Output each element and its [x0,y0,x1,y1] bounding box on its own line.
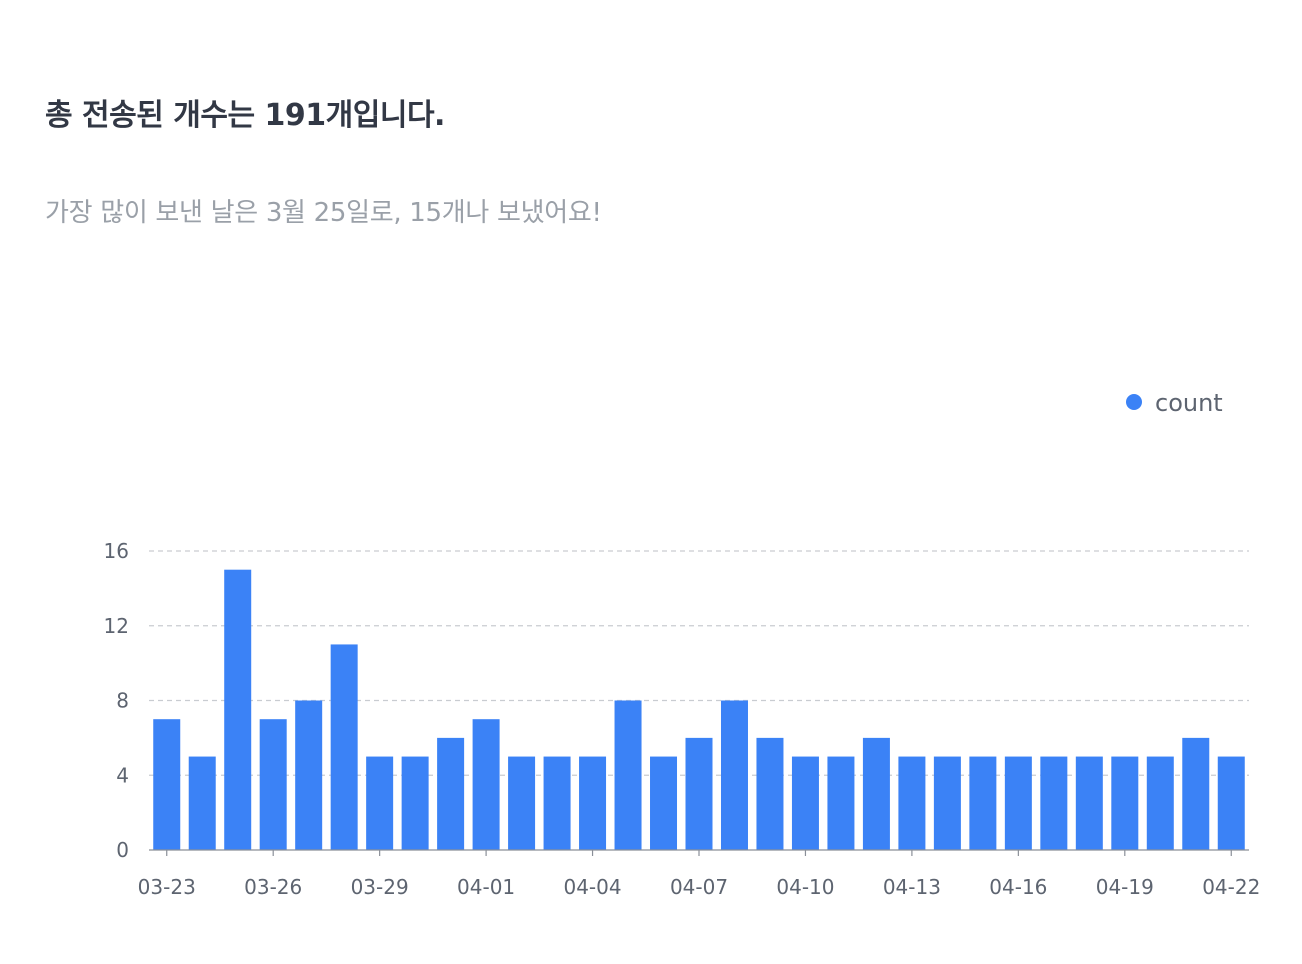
x-tick-label: 04-04 [563,875,621,899]
bar[interactable] [579,756,607,850]
bar[interactable] [1146,756,1174,850]
bar[interactable] [1040,756,1068,850]
x-tick-label: 04-10 [776,875,834,899]
legend[interactable]: count [1126,389,1223,417]
bar[interactable] [1217,756,1245,850]
x-tick-label: 03-26 [244,875,302,899]
bars [153,569,1245,851]
y-tick-label: 16 [104,539,129,563]
bar[interactable] [259,719,287,850]
bar[interactable] [508,756,536,850]
bar[interactable] [188,756,216,850]
y-tick-label: 0 [116,838,129,862]
bar[interactable] [1075,756,1103,850]
y-tick-label: 4 [116,763,129,787]
bar[interactable] [933,756,961,850]
summary-headline: 총 전송된 개수는 191개입니다. [45,98,445,133]
bar[interactable] [330,644,358,850]
y-tick-label: 8 [116,689,129,713]
bar[interactable] [898,756,926,850]
x-tick-label: 04-19 [1096,875,1154,899]
bar[interactable] [862,737,890,850]
bar[interactable] [756,737,784,850]
legend-label: count [1155,389,1223,417]
legend-swatch [1126,394,1142,410]
bar[interactable] [153,719,181,850]
bar[interactable] [614,700,642,851]
x-tick-label: 03-29 [351,875,409,899]
x-tick-label: 04-16 [989,875,1047,899]
x-tick-label: 03-23 [138,875,196,899]
x-tick-label: 04-13 [883,875,941,899]
x-tick-label: 04-07 [670,875,728,899]
bar[interactable] [366,756,394,850]
bar[interactable] [720,700,748,851]
bar[interactable] [827,756,855,850]
bar[interactable] [437,737,465,850]
bar[interactable] [295,700,323,851]
bar[interactable] [1111,756,1139,850]
bar[interactable] [472,719,500,850]
y-axis: 0 4 8 12 16 [104,539,129,862]
bar[interactable] [401,756,429,850]
bar[interactable] [1182,737,1210,850]
bar[interactable] [650,756,678,850]
bar[interactable] [791,756,819,850]
bar[interactable] [224,569,252,850]
x-axis: 03-23 03-26 03-29 04-01 04-04 04-07 04-10 04-13… [138,849,1260,899]
bar[interactable] [543,756,571,850]
x-tick-label: 04-22 [1202,875,1260,899]
bar[interactable] [969,756,997,850]
bar[interactable] [1004,756,1032,850]
bar[interactable] [685,737,713,850]
x-tick-label: 04-01 [457,875,515,899]
y-tick-label: 12 [104,614,129,638]
summary-subline: 가장 많이 보낸 날은 3월 25일로, 15개나 보냈어요! [45,198,602,228]
